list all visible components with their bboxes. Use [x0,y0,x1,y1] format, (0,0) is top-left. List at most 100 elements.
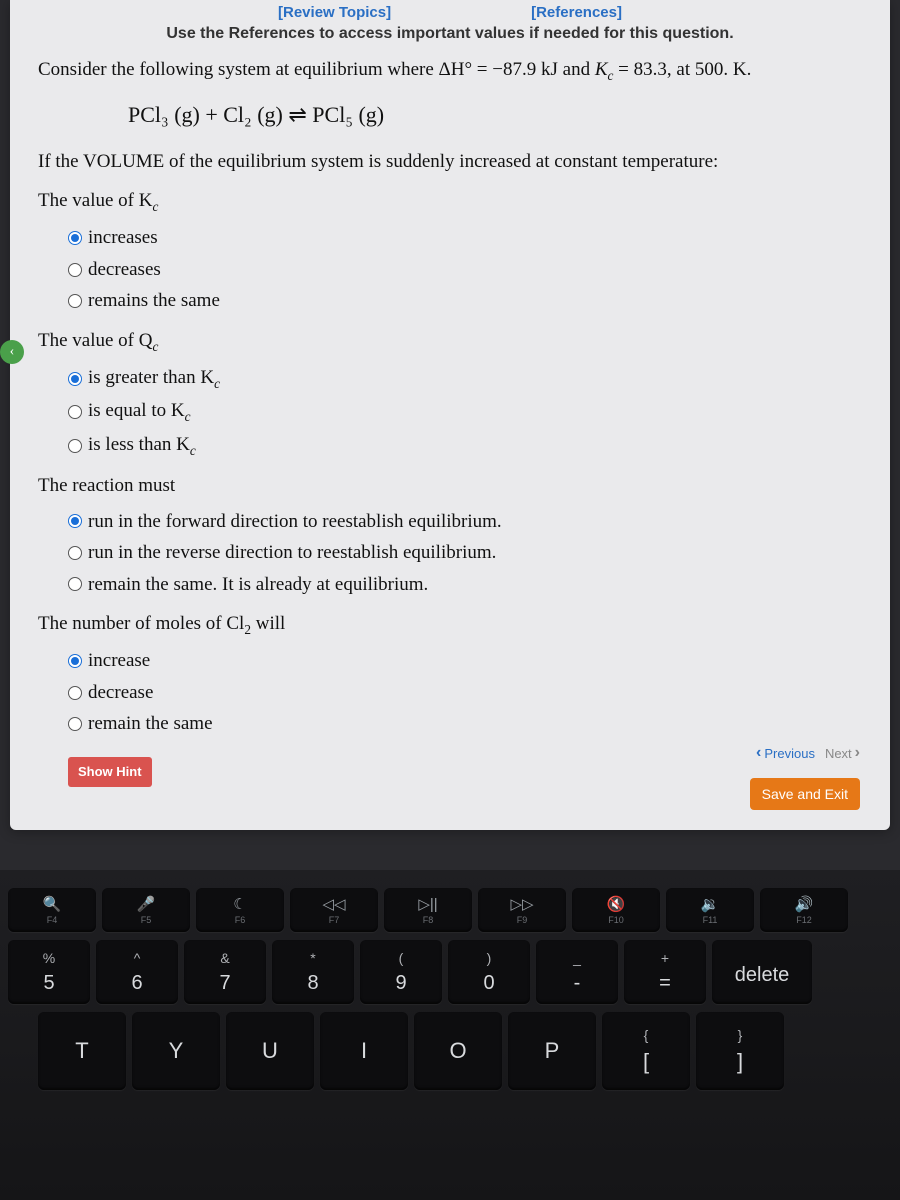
key-upper: ^ [134,950,141,966]
key-main: T [75,1038,88,1064]
q1-option-remains[interactable]: remains the same [68,286,862,315]
option-label: decreases [88,255,161,284]
next-button[interactable]: Next › [825,744,860,762]
key-6: ^6 [96,940,178,1004]
key-upper: { [644,1027,649,1043]
key-0: )0 [448,940,530,1004]
key-main: I [361,1038,367,1064]
key-main: Y [169,1038,184,1064]
key-label: F11 [703,915,718,925]
next-label: Next [825,746,852,761]
radio-icon [68,686,82,700]
f12-icon: 🔊 [795,895,814,913]
key-upper: ) [487,950,492,966]
f11-icon: 🔉 [701,895,720,913]
physical-keyboard: 🔍F4🎤F5☾F6◁◁F7▷||F8▷▷F9🔇F10🔉F11🔊F12 %5^6&… [0,870,900,1200]
radio-icon [68,546,82,560]
key-f12: 🔊F12 [760,888,848,932]
q1-prompt: The value of Kc [38,186,862,217]
q4-option-increase[interactable]: increase [68,646,862,675]
key-Y: Y [132,1012,220,1090]
key-label: F4 [47,915,58,925]
q4-option-remain[interactable]: remain the same [68,709,862,738]
radio-icon [68,514,82,528]
save-and-exit-button[interactable]: Save and Exit [750,778,860,810]
key-main: 0 [483,972,494,995]
radio-icon [68,405,82,419]
key-main: - [574,972,581,995]
f4-icon: 🔍 [43,895,62,913]
question-panel: [Review Topics] [References] Use the Ref… [10,0,890,830]
key-main: 7 [219,972,230,995]
key-label: F10 [608,915,624,925]
f5-icon: 🎤 [137,895,156,913]
option-label: remain the same [88,709,213,738]
q1-option-increases[interactable]: increases [68,223,862,252]
option-label: run in the reverse direction to reestabl… [88,538,496,567]
f8-icon: ▷|| [418,895,437,913]
references-link[interactable]: [References] [531,4,622,21]
q3-option-forward[interactable]: run in the forward direction to reestabl… [68,507,862,536]
key-label: F7 [329,915,340,925]
q4-prompt: The number of moles of Cl2 will [38,609,862,640]
key-I: I [320,1012,408,1090]
key-T: T [38,1012,126,1090]
show-hint-button[interactable]: Show Hint [68,757,152,787]
q3-option-reverse[interactable]: run in the reverse direction to reestabl… [68,538,862,567]
key-delete: delete [712,940,812,1004]
option-label: is less than Kc [88,430,196,461]
q3-option-same[interactable]: remain the same. It is already at equili… [68,570,862,599]
key-f10: 🔇 F10 [572,888,660,932]
radio-icon [68,294,82,308]
option-label: remain the same. It is already at equili… [88,570,428,599]
q4-options: increase decrease remain the same [68,646,862,738]
key-main: delete [735,964,790,987]
radio-icon [68,577,82,591]
key-label: F6 [235,915,246,925]
key-=: += [624,940,706,1004]
q3-prompt: The reaction must [38,471,862,500]
review-topics-link[interactable]: [Review Topics] [278,4,391,21]
f7-icon: ◁◁ [322,895,345,913]
volume-prompt: If the VOLUME of the equilibrium system … [38,147,862,176]
key-upper: ( [399,950,404,966]
q2-option-less[interactable]: is less than Kc [68,430,862,461]
option-label: increases [88,223,158,252]
radio-icon [68,231,82,245]
q2-option-equal[interactable]: is equal to Kc [68,396,862,427]
option-label: increase [88,646,150,675]
previous-button[interactable]: ‹ Previous [756,744,815,762]
key-7: &7 [184,940,266,1004]
q1-option-decreases[interactable]: decreases [68,255,862,284]
q4-option-decrease[interactable]: decrease [68,678,862,707]
radio-icon [68,654,82,668]
option-label: is equal to Kc [88,396,190,427]
key-main: [ [643,1049,649,1075]
option-label: run in the forward direction to reestabl… [88,507,502,536]
key-main: P [545,1038,560,1064]
key-f8: ▷||F8 [384,888,472,932]
chevron-right-icon: › [855,744,860,762]
key-f7: ◁◁ F7 [290,888,378,932]
key-f4: 🔍 F4 [8,888,96,932]
key-upper: % [43,950,55,966]
option-label: is greater than Kc [88,363,220,394]
key-[: {[ [602,1012,690,1090]
option-label: remains the same [88,286,220,315]
key-main: 8 [307,972,318,995]
radio-icon [68,263,82,277]
radio-icon [68,439,82,453]
side-scroll-left[interactable]: ‹ [0,340,24,364]
key-main: ] [737,1049,743,1075]
key-9: (9 [360,940,442,1004]
q2-option-greater[interactable]: is greater than Kc [68,363,862,394]
key-main: 6 [131,972,142,995]
key-P: P [508,1012,596,1090]
q1-options: increases decreases remains the same [68,223,862,315]
key-f6: ☾F6 [196,888,284,932]
chevron-left-icon: ‹ [756,744,761,762]
question-intro: Consider the following system at equilib… [38,55,862,86]
f10-icon: 🔇 [607,895,626,913]
key-f11: 🔉 F11 [666,888,754,932]
option-label: decrease [88,678,153,707]
